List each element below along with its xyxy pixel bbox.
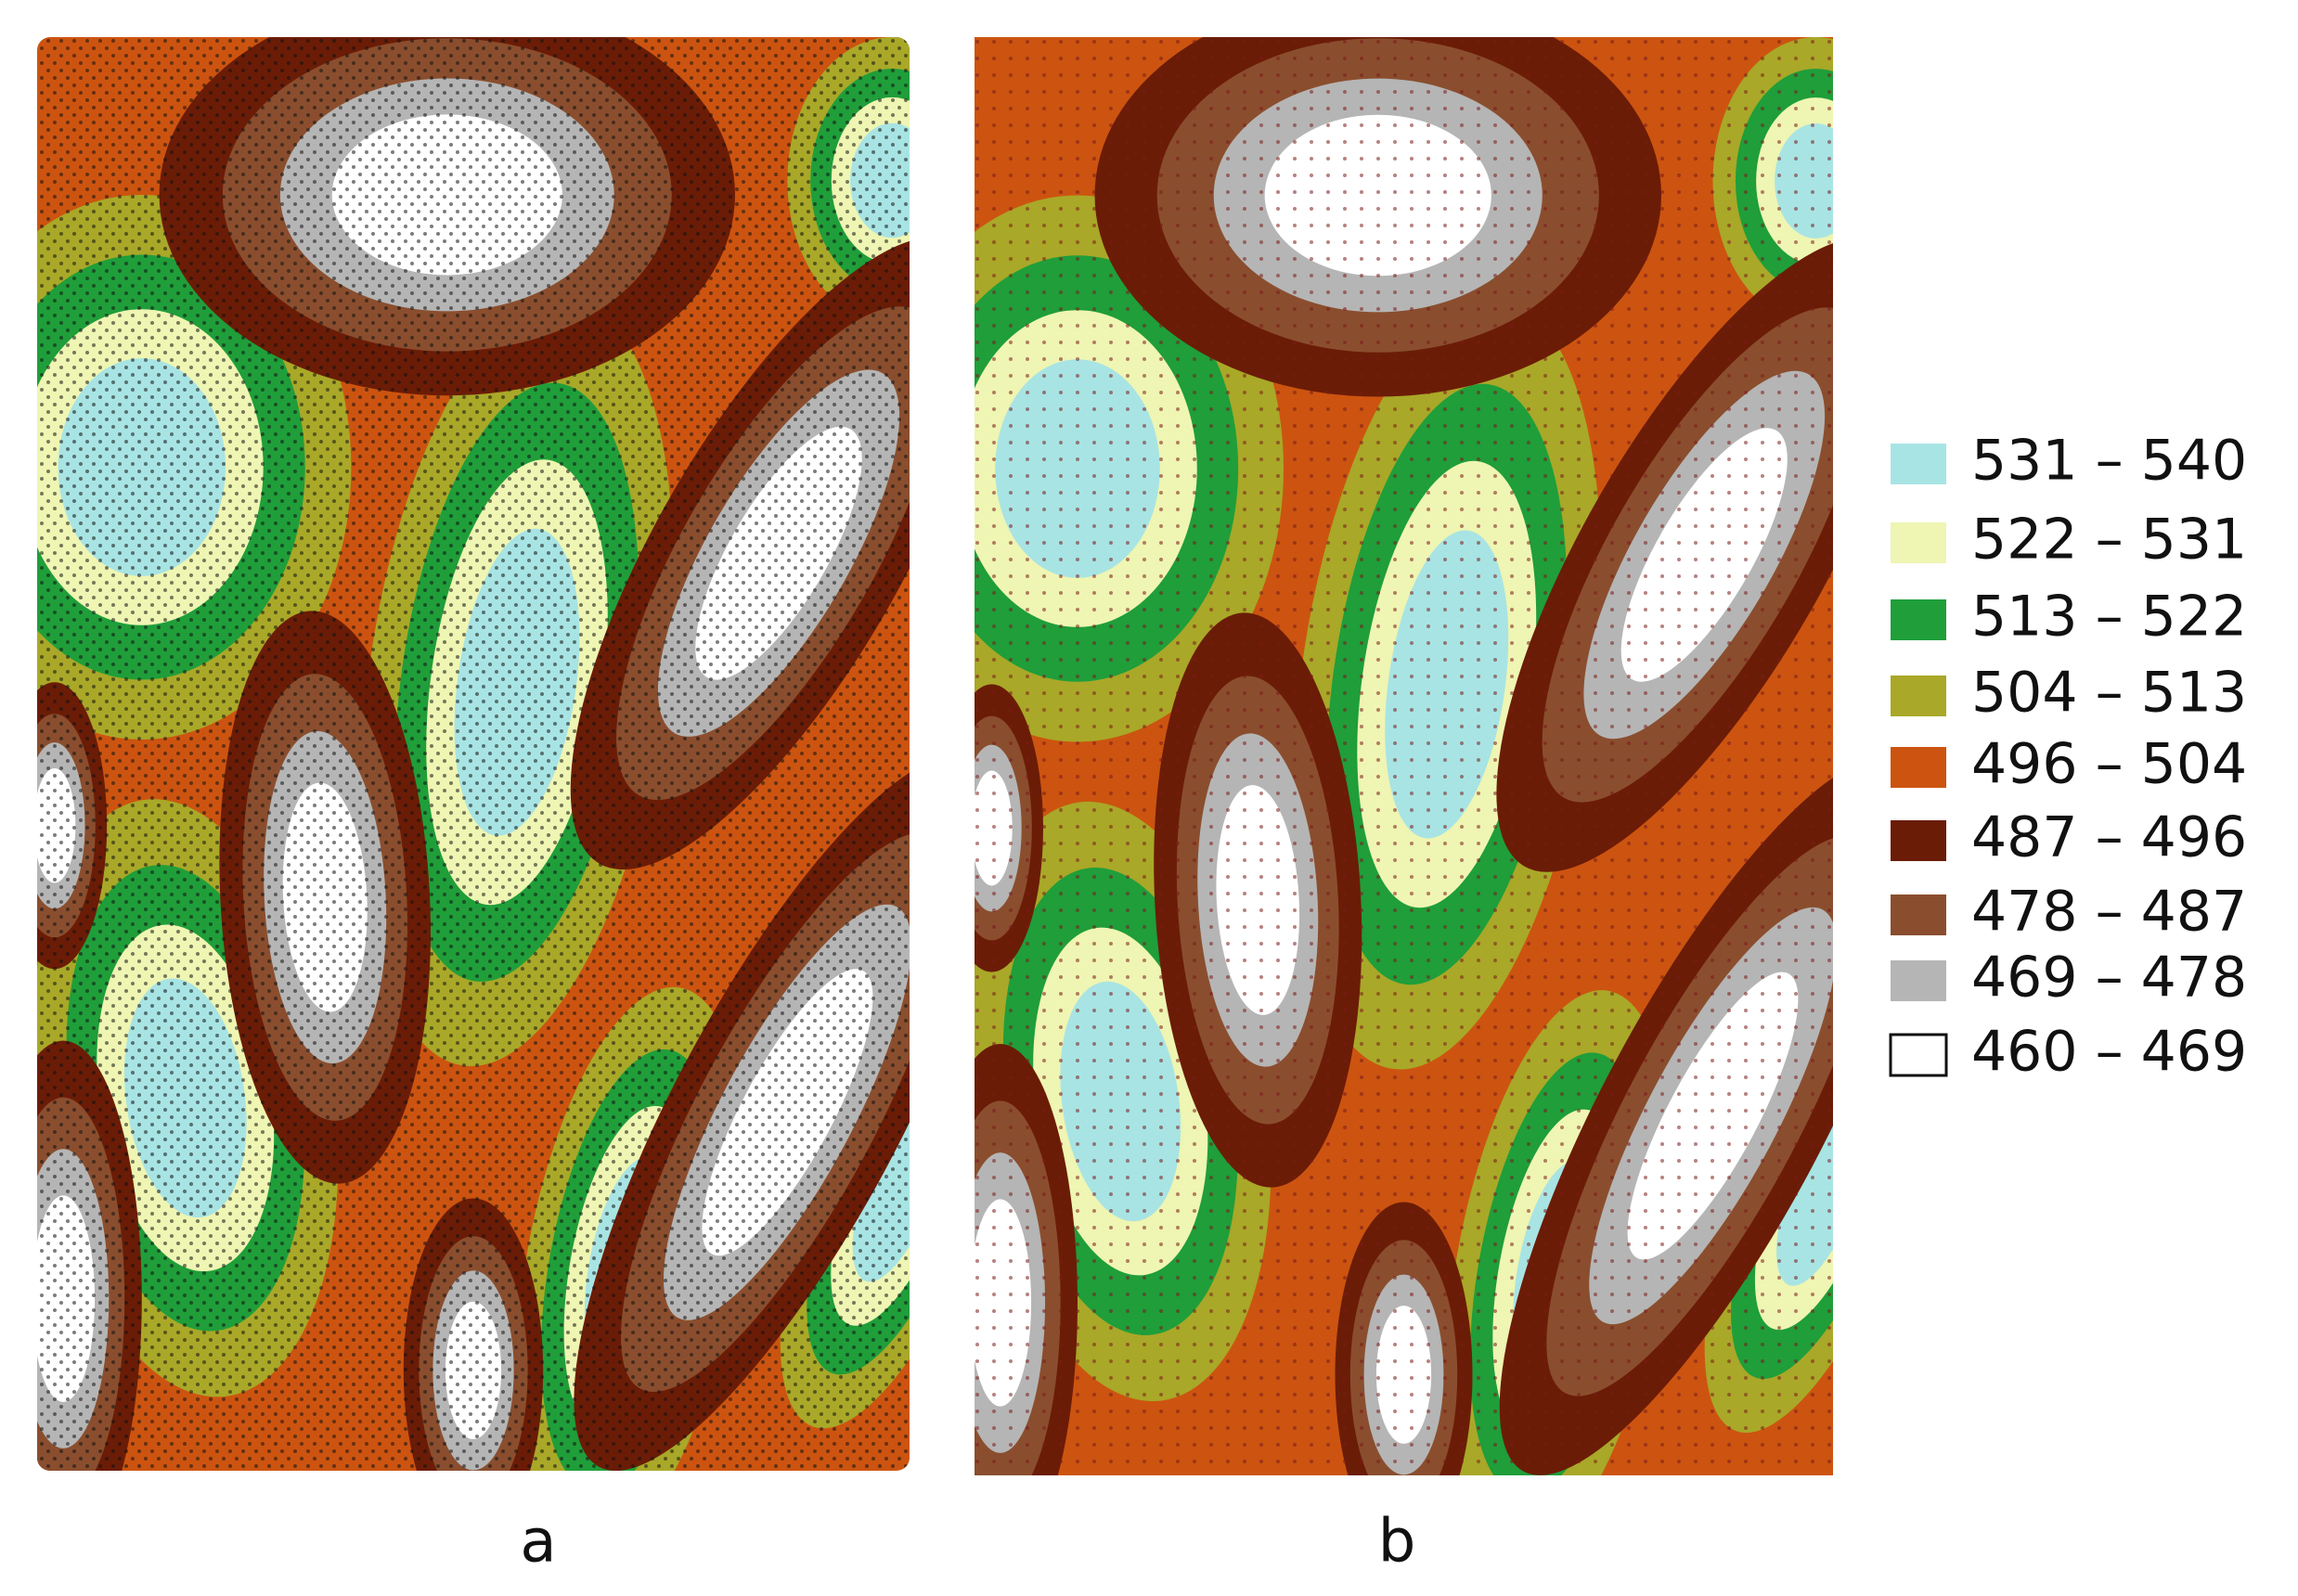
- legend-label: 522 – 531: [1971, 508, 2247, 573]
- legend-label: 531 – 540: [1971, 429, 2247, 494]
- legend-swatch: [1891, 960, 1946, 1001]
- legend-swatch: [1891, 676, 1946, 716]
- legend: 531 – 540 522 – 531 513 – 522 504 – 513496 …: [1889, 429, 2247, 1085]
- legend-label: 504 – 513: [1971, 661, 2247, 726]
- legend-swatch: [1891, 747, 1946, 788]
- legend-label: 460 – 469: [1971, 1020, 2247, 1085]
- legend-label: 513 – 522: [1971, 585, 2247, 650]
- legend-swatch: [1891, 599, 1946, 640]
- sample-points: [975, 37, 1833, 1475]
- legend-swatch: [1889, 1033, 1948, 1077]
- legend-label: 487 – 496: [1971, 805, 2247, 870]
- legend-label: 469 – 478: [1971, 946, 2247, 1010]
- legend-swatch: [1891, 444, 1946, 484]
- legend-swatch: [1891, 895, 1946, 935]
- panel-label: a: [520, 1508, 556, 1577]
- terrain-map-b: [975, 37, 1833, 1475]
- legend-swatch: [1891, 820, 1946, 861]
- sample-points: [37, 37, 910, 1471]
- legend-swatch: [1891, 522, 1946, 563]
- terrain-map-a: [37, 37, 910, 1471]
- panel-label: b: [1378, 1508, 1416, 1577]
- legend-label: 478 – 487: [1971, 880, 2247, 945]
- legend-label: 496 – 504: [1971, 732, 2247, 797]
